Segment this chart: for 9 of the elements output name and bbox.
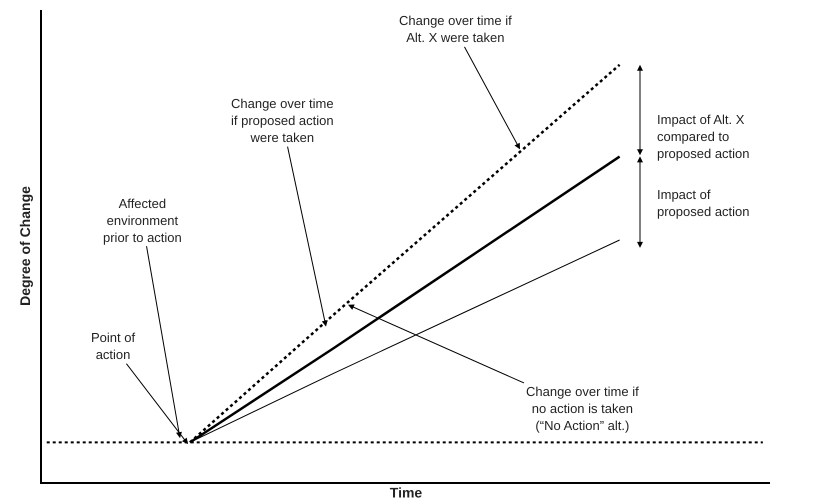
annotation: Point of action — [91, 330, 136, 362]
annotation: Impact of Alt. X compared to proposed action — [657, 112, 750, 161]
annotation: Change over time if no action is taken (“No Action” alt.) — [526, 384, 640, 433]
annotation: Change over time if proposed action were taken — [231, 96, 334, 145]
text: Change over time if Alt. X were taken — [399, 13, 512, 45]
x-axis-title: Time — [390, 484, 422, 500]
annotation: Impact of proposed action — [657, 187, 750, 219]
y-axis-title: Degree of Change — [17, 186, 34, 306]
annotation: Affected environment prior to action — [103, 196, 182, 245]
